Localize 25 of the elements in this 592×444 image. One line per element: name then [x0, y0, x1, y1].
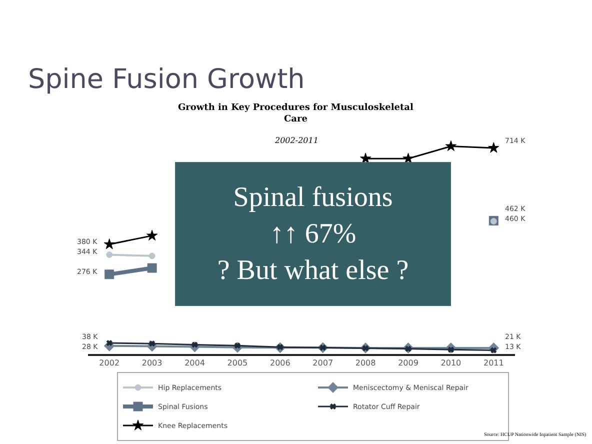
- point: [104, 270, 114, 280]
- text: Spine Fusion Growth: [28, 64, 305, 95]
- point: [104, 238, 115, 250]
- x-tick-label: 2007: [312, 358, 334, 368]
- x-tick-label: 2006: [270, 358, 290, 368]
- point: [488, 142, 500, 153]
- point: [148, 252, 156, 260]
- chart-title: Growth in Key Procedures for Musculoskeletal Care: [178, 103, 414, 125]
- annotation: Spinal fusions ↑↑ 67% ? But what else ?: [217, 182, 409, 286]
- picture-callout-box: Spinal fusions ↑↑ 67% ? But what else ?: [175, 162, 451, 306]
- point: [445, 140, 457, 152]
- x-tick-label: 2009: [398, 358, 418, 368]
- x-tick-label: 2004: [184, 358, 205, 368]
- x-tick-label: 2011: [483, 358, 504, 368]
- point: [360, 152, 372, 164]
- point: [147, 263, 157, 273]
- x-tick-label: 2010: [440, 358, 462, 368]
- point: [146, 230, 158, 240]
- x-tick-label: 2005: [227, 358, 248, 368]
- point: [402, 152, 414, 164]
- chart-subtitle: 2002-2011: [274, 136, 318, 145]
- x-tick-label: 2002: [99, 358, 120, 368]
- point: [106, 251, 113, 258]
- x-tick-label: 2003: [142, 358, 162, 368]
- x-tick-label: 2008: [355, 358, 376, 368]
